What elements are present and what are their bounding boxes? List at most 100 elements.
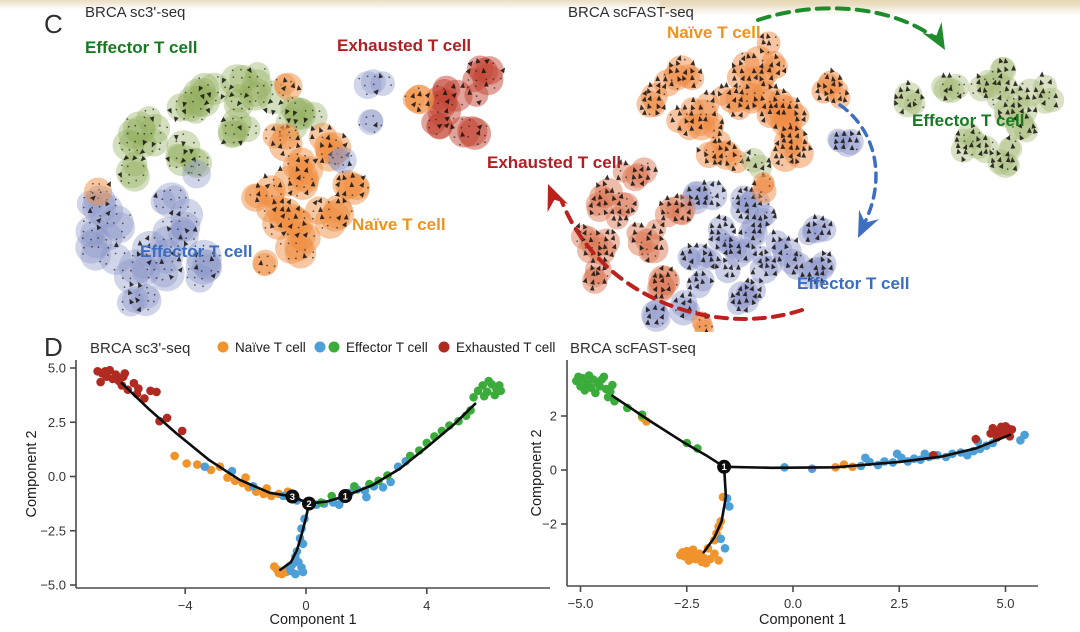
cell-dot: [182, 159, 211, 189]
velocity-arrow-icon: [777, 249, 783, 256]
velocity-dot: [366, 75, 369, 78]
velocity-dot: [337, 147, 339, 149]
velocity-arrow-icon: [982, 87, 988, 93]
velocity-arrow-icon: [656, 103, 662, 110]
velocity-arrow-icon: [1013, 80, 1018, 87]
velocity-dot: [970, 83, 973, 85]
velocity-dot: [170, 246, 173, 248]
velocity-dot: [1021, 82, 1024, 85]
velocity-dot: [129, 277, 132, 280]
velocity-arrow-icon: [342, 132, 347, 139]
velocity-arrow-icon: [772, 123, 778, 130]
velocity-dot: [176, 228, 179, 231]
velocity-dot: [192, 165, 195, 168]
velocity-arrow-icon: [295, 142, 301, 149]
velocity-arrow-icon: [327, 124, 332, 130]
cell-dot: [725, 240, 752, 268]
velocity-arrow-icon: [806, 228, 812, 234]
velocity-dot: [273, 184, 276, 187]
velocity-arrow-icon: [189, 149, 194, 155]
velocity-arrow-icon: [745, 83, 751, 90]
cell-dot: [360, 69, 386, 95]
cell-dot: [148, 238, 184, 274]
velocity-dot: [127, 125, 130, 128]
page-scan-edge-right: [660, 0, 1080, 16]
velocity-arrow-icon: [596, 182, 601, 188]
velocity-arrow-icon: [139, 149, 146, 155]
y-tick-label: −5.0: [40, 578, 66, 593]
velocity-arrow-icon: [1005, 109, 1010, 115]
velocity-field: [575, 159, 693, 299]
cell-dot: [741, 147, 766, 173]
velocity-dot: [320, 116, 323, 118]
cell-dot: [221, 108, 252, 139]
velocity-arrow-icon: [798, 262, 804, 269]
velocity-arrow-icon: [761, 38, 767, 45]
velocity-dot: [195, 260, 197, 263]
velocity-dot: [500, 77, 502, 80]
cell-dot: [181, 148, 213, 179]
velocity-dot: [661, 322, 664, 325]
velocity-arrow-icon: [775, 69, 780, 76]
velocity-dot: [641, 253, 644, 256]
velocity-arrow-icon: [728, 236, 734, 243]
velocity-dot: [584, 247, 587, 249]
velocity-dot: [126, 165, 129, 168]
velocity-arrow-icon: [760, 47, 765, 54]
velocity-arrow-icon: [752, 250, 757, 257]
velocity-arrow-icon: [788, 144, 794, 151]
velocity-arrow-icon: [682, 104, 688, 110]
velocity-arrow-icon: [159, 258, 165, 265]
velocity-dot: [231, 69, 234, 72]
velocity-arrow-icon: [467, 61, 473, 67]
y-axis-label: Component 2: [24, 430, 40, 517]
velocity-arrow-icon: [349, 181, 355, 188]
cluster-naive-orange: [636, 31, 851, 174]
cell-dot: [931, 74, 955, 99]
velocity-dot: [855, 148, 858, 151]
velocity-dot: [232, 141, 235, 144]
velocity-arrow-icon: [827, 220, 833, 227]
velocity-arrow-icon: [983, 148, 988, 155]
velocity-dot: [373, 131, 376, 134]
velocity-arrow-icon: [998, 57, 1004, 64]
velocity-dot: [287, 100, 290, 102]
velocity-arrow-icon: [807, 276, 813, 282]
velocity-arrow-icon: [709, 222, 715, 229]
cell-dot: [112, 129, 145, 162]
velocity-arrow-icon: [814, 234, 820, 241]
velocity-dot: [272, 178, 275, 181]
velocity-arrow-icon: [768, 102, 774, 109]
velocity-arrow-icon: [703, 328, 709, 332]
velocity-arrow-icon: [285, 108, 290, 115]
velocity-dot: [640, 241, 643, 244]
velocity-dot: [358, 123, 361, 126]
velocity-arrow-icon: [961, 156, 966, 162]
velocity-arrow-icon: [444, 116, 451, 122]
velocity-arrow-icon: [665, 271, 671, 277]
cell-dot: [224, 84, 254, 113]
velocity-arrow-icon: [475, 129, 481, 136]
velocity-dot: [576, 240, 579, 243]
velocity-arrow-icon: [1032, 106, 1038, 113]
velocity-dot: [312, 217, 314, 220]
velocity-dot: [241, 76, 243, 79]
cell-dot: [175, 92, 205, 122]
x-tick-label: 0.0: [784, 596, 802, 611]
velocity-arrow-icon: [668, 266, 673, 272]
velocity-dot: [1019, 132, 1021, 134]
velocity-dot: [128, 148, 131, 151]
velocity-arrow-icon: [894, 93, 899, 100]
velocity-dot: [232, 76, 235, 78]
cell-dot: [122, 151, 148, 177]
velocity-dot: [744, 231, 747, 234]
velocity-arrow-icon: [677, 110, 683, 116]
velocity-arrow-icon: [771, 243, 776, 250]
velocity-dot: [265, 128, 268, 131]
data-point: [146, 386, 155, 396]
velocity-dot: [320, 153, 323, 156]
velocity-arrow-icon: [465, 68, 471, 74]
velocity-arrow-icon: [151, 141, 157, 148]
velocity-arrow-icon: [193, 264, 199, 270]
velocity-arrow-icon: [746, 75, 752, 81]
